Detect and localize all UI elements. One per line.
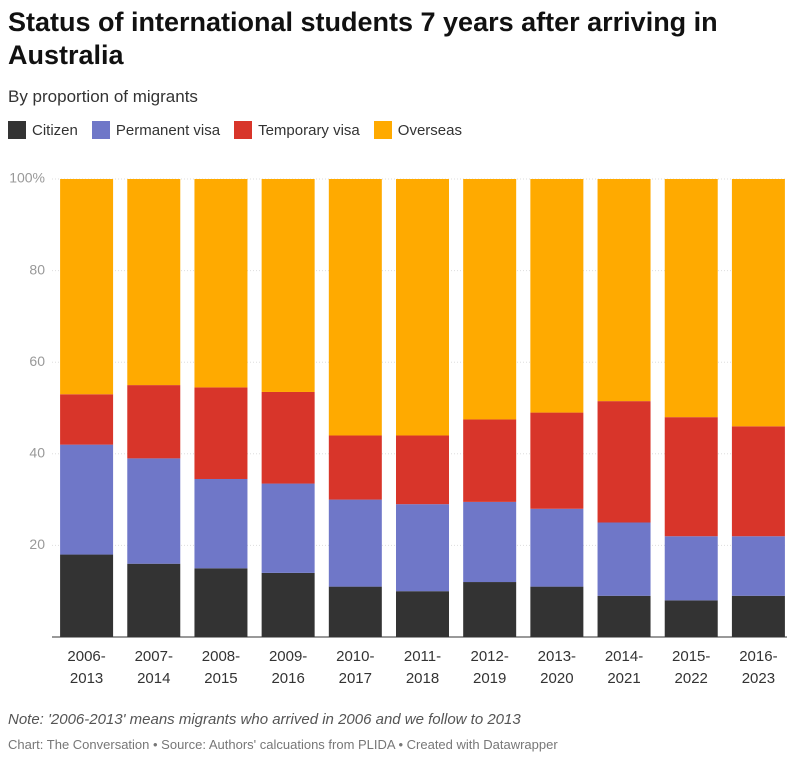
legend-swatch	[8, 121, 26, 139]
bar-segment	[328, 586, 382, 637]
legend-item: Permanent visa	[91, 121, 221, 139]
legend-item: Overseas	[373, 121, 462, 139]
bar-segment	[664, 600, 718, 637]
legend-label: Overseas	[397, 121, 462, 139]
bar-segment	[127, 563, 181, 637]
legend-label: Citizen	[32, 121, 78, 139]
bar-segment	[597, 595, 651, 637]
bar-segment	[328, 435, 382, 500]
x-tick-label: 2008-2015	[201, 648, 241, 687]
x-tick-label: 2012-2019	[470, 648, 509, 687]
bar-segment	[664, 179, 718, 418]
legend-item: Temporary visa	[234, 121, 360, 139]
x-tick-label: 2010-2017	[336, 648, 375, 687]
x-tick-label: 2014-2021	[604, 648, 644, 687]
bar-segment	[261, 483, 315, 573]
bar-segment	[261, 179, 315, 392]
bar-segment	[530, 586, 584, 637]
bar-segment	[194, 179, 248, 388]
bar-segment	[127, 179, 181, 386]
x-tick-label: 2015-2022	[672, 648, 711, 687]
bar-segment	[597, 401, 651, 523]
legend-swatch	[234, 121, 253, 139]
bar-segment	[60, 394, 114, 445]
y-tick-label: 100%	[9, 170, 45, 186]
y-tick-label: 20	[29, 536, 45, 552]
bar-segment	[261, 572, 315, 637]
bar-segment	[530, 508, 584, 587]
x-tick-label: 2016-2023	[739, 648, 778, 687]
legend: Citizen Permanent visa Temporary visa Overs…	[8, 121, 462, 139]
bar-segment	[396, 179, 449, 436]
bar-segment	[194, 478, 248, 569]
bar-segment	[463, 179, 517, 420]
bar-segment	[664, 536, 718, 601]
legend-item: Citizen	[8, 121, 78, 139]
legend-label: Permanent visa	[115, 121, 221, 139]
bar-segment	[463, 582, 517, 637]
bar-segment	[194, 568, 248, 637]
y-tick-label: 40	[29, 445, 45, 461]
bar-segment	[530, 412, 584, 509]
bar-segment	[463, 419, 517, 502]
bar-segment	[194, 387, 248, 479]
bar-segment	[60, 554, 114, 637]
bar-segment	[396, 504, 449, 592]
bar-segment	[731, 179, 785, 427]
bar-segment	[664, 417, 718, 537]
legend-swatch	[91, 121, 110, 139]
bar-segment	[731, 536, 785, 596]
bar-segment	[597, 179, 651, 402]
bar-segment	[597, 522, 651, 596]
bar-segment	[60, 179, 114, 395]
chart-title: Status of international students 7 years…	[8, 7, 718, 70]
bar-segment	[328, 499, 382, 587]
chart-subtitle: By proportion of migrants	[8, 87, 198, 106]
y-tick-label: 60	[29, 353, 45, 369]
bar-segment	[731, 426, 785, 537]
bar-segment	[60, 444, 114, 555]
x-tick-label: 2007-2014	[134, 648, 173, 687]
y-tick-label: 80	[29, 261, 45, 277]
bar-segment	[463, 501, 517, 583]
bar-segment	[127, 458, 181, 564]
bar-segment	[530, 179, 584, 413]
bar-segment	[328, 179, 382, 436]
bar-segment	[396, 435, 449, 505]
bar-segment	[127, 385, 181, 459]
bar-segment	[261, 391, 315, 484]
footer: Chart: The Conversation • Source: Author…	[8, 737, 558, 752]
legend-swatch	[373, 121, 392, 139]
x-tick-label: 2013-2020	[537, 648, 577, 687]
bar-segment	[731, 595, 785, 637]
x-tick-label: 2011-2018	[403, 648, 442, 687]
x-tick-label: 2006-2013	[67, 648, 106, 687]
x-tick-label: 2009-2016	[268, 648, 308, 687]
bar-segment	[396, 591, 449, 637]
note: Note: '2006-2013' means migrants who arr…	[8, 711, 521, 728]
legend-label: Temporary visa	[258, 121, 360, 139]
